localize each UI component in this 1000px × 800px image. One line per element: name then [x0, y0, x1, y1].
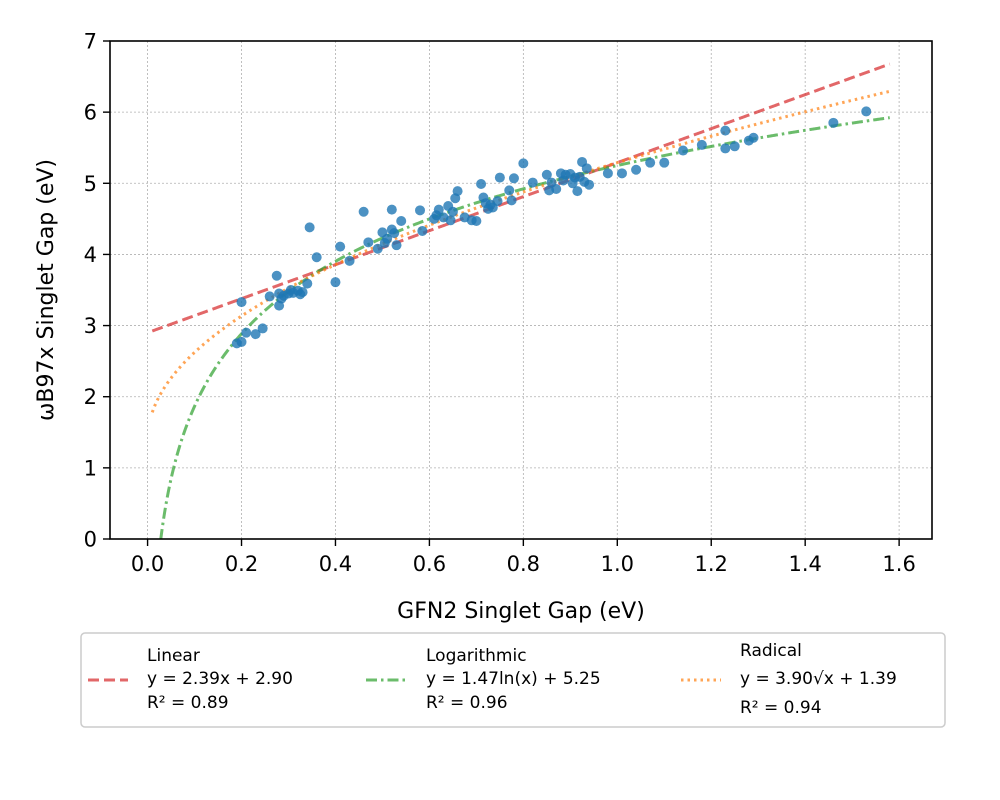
data-point [696, 139, 707, 150]
data-point [391, 240, 402, 251]
legend-entry-logarithmic: Logarithmic y = 1.47ln(x) + 5.25 R² = 0.… [366, 646, 601, 713]
y-tick-label: 4 [84, 243, 97, 267]
data-point [311, 252, 322, 263]
fit-line-logarithmic [159, 116, 890, 539]
data-point [494, 172, 505, 183]
data-point [445, 215, 456, 226]
data-point [678, 145, 689, 156]
data-point [433, 204, 444, 215]
plot-area [150, 62, 891, 539]
data-point [492, 196, 503, 207]
legend-r2-linear: R² = 0.89 [147, 693, 229, 713]
data-point [572, 186, 583, 197]
y-tick-label: 7 [84, 30, 97, 54]
legend-label-logarithmic: Logarithmic [426, 646, 527, 666]
legend-entry-radical: Radical y = 3.90√x + 1.39 R² = 0.94 [681, 641, 897, 718]
y-axis-label: ωB97x Singlet Gap (eV) [34, 159, 59, 421]
data-point [389, 228, 400, 239]
data-point [417, 225, 428, 236]
data-point [828, 117, 839, 128]
legend-label-linear: Linear [147, 646, 200, 666]
data-point [264, 291, 275, 302]
data-point [382, 233, 393, 244]
legend-r2-radical: R² = 0.94 [740, 698, 822, 718]
data-point [748, 132, 759, 143]
data-point [330, 277, 341, 288]
data-point [584, 179, 595, 190]
data-point [720, 143, 731, 154]
data-point [861, 106, 872, 117]
data-point [527, 177, 538, 188]
legend-equation-radical: y = 3.90√x + 1.39 [740, 669, 897, 689]
x-tick-label: 0.6 [413, 552, 446, 576]
y-tick-label: 0 [84, 528, 97, 552]
data-point [506, 195, 517, 206]
legend-equation-linear: y = 2.39x + 2.90 [147, 669, 293, 689]
data-point [250, 329, 261, 340]
data-point [720, 125, 731, 136]
legend-entry-linear: Linear y = 2.39x + 2.90 R² = 0.89 [88, 646, 293, 713]
data-point [518, 158, 529, 169]
x-tick-label: 1.0 [601, 552, 634, 576]
x-tick-label: 0.2 [225, 552, 258, 576]
plot-frame [109, 40, 933, 540]
x-tick-label: 1.2 [695, 552, 728, 576]
fit-lines [150, 62, 891, 539]
data-point [358, 206, 369, 217]
data-point [302, 278, 313, 289]
data-point [452, 186, 463, 197]
data-point [645, 157, 656, 168]
x-tick-label: 0.8 [507, 552, 540, 576]
data-point [476, 178, 487, 189]
legend-label-radical: Radical [740, 641, 802, 661]
legend-equation-logarithmic: y = 1.47ln(x) + 5.25 [426, 669, 601, 689]
data-point [236, 297, 247, 308]
y-tick-label: 1 [84, 456, 97, 480]
data-point [541, 169, 552, 180]
data-point [271, 270, 282, 281]
fit-line-linear [151, 62, 891, 333]
data-point [297, 287, 308, 298]
x-axis-label: GFN2 Singlet Gap (eV) [397, 599, 645, 624]
data-points [231, 106, 872, 349]
data-point [241, 327, 252, 338]
data-point [616, 168, 627, 179]
x-tick-label: 1.4 [788, 552, 821, 576]
legend-r2-logarithmic: R² = 0.96 [426, 693, 508, 713]
data-point [304, 222, 315, 233]
legend: Linear y = 2.39x + 2.90 R² = 0.89 Logari… [80, 632, 946, 728]
data-point [504, 185, 515, 196]
data-point [602, 168, 613, 179]
data-point [631, 164, 642, 175]
x-tick-label: 1.6 [882, 552, 915, 576]
data-point [447, 206, 458, 217]
data-point [236, 336, 247, 347]
x-tick-label: 0.4 [319, 552, 352, 576]
data-point [551, 183, 562, 194]
data-point [396, 215, 407, 226]
data-point [508, 173, 519, 184]
data-point [335, 241, 346, 252]
data-point [257, 323, 268, 334]
x-axis-ticks: 0.0 0.2 0.4 0.6 0.8 1.0 1.2 1.4 1.6 [131, 539, 916, 576]
y-axis-ticks: 0 1 2 3 4 5 6 7 [84, 30, 110, 552]
x-tick-label: 0.0 [131, 552, 164, 576]
data-point [386, 204, 397, 215]
data-point [581, 163, 592, 174]
fit-line-radical [150, 89, 891, 413]
data-point [471, 215, 482, 226]
y-tick-label: 5 [84, 172, 97, 196]
y-tick-label: 6 [84, 101, 97, 125]
y-tick-label: 3 [84, 314, 97, 338]
data-point [415, 205, 426, 216]
data-point [729, 141, 740, 152]
data-point [372, 243, 383, 254]
legend-box [80, 632, 946, 728]
data-point [344, 255, 355, 266]
data-point [363, 237, 374, 248]
data-point [659, 157, 670, 168]
y-tick-label: 2 [84, 385, 97, 409]
